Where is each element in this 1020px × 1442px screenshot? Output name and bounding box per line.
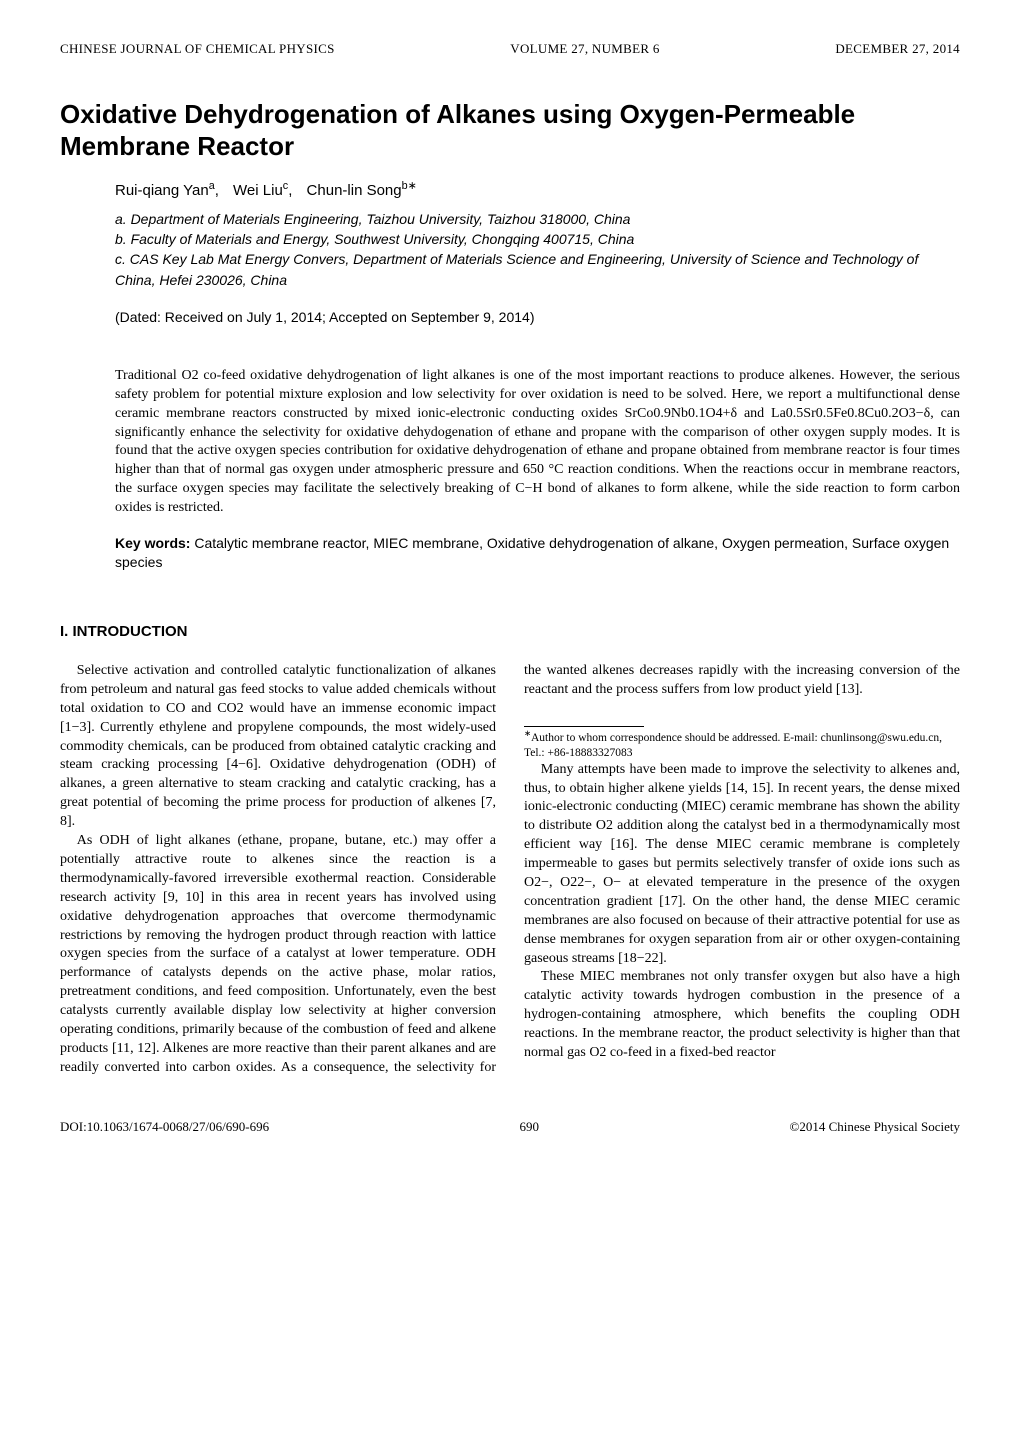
section-1-heading: I. INTRODUCTION xyxy=(60,622,960,642)
keywords-label: Key words: xyxy=(115,535,190,551)
page-footer: DOI:10.1063/1674-0068/27/06/690-696 690 … xyxy=(60,1118,960,1136)
abstract: Traditional O2 co-feed oxidative dehydro… xyxy=(115,367,960,518)
footnote-rule xyxy=(524,726,644,727)
intro-para-3: Many attempts have been made to improve … xyxy=(524,761,960,969)
author-2: Wei Liuc xyxy=(233,182,288,199)
author-list: Rui-qiang Yana, Wei Liuc, Chun-lin Songb… xyxy=(115,181,960,201)
corresponding-author-footnote: ∗Author to whom correspondence should be… xyxy=(524,731,960,761)
doi: DOI:10.1063/1674-0068/27/06/690-696 xyxy=(60,1118,269,1136)
intro-para-4: These MIEC membranes not only transfer o… xyxy=(524,968,960,1062)
article-title: Oxidative Dehydrogenation of Alkanes usi… xyxy=(60,98,960,163)
journal-name: CHINESE JOURNAL OF CHEMICAL PHYSICS xyxy=(60,40,335,58)
intro-para-1: Selective activation and controlled cata… xyxy=(60,662,496,832)
keywords: Key words: Catalytic membrane reactor, M… xyxy=(115,534,960,572)
page-number: 690 xyxy=(269,1118,789,1136)
keywords-text: Catalytic membrane reactor, MIEC membran… xyxy=(115,535,949,570)
author-3: Chun-lin Songb∗ xyxy=(307,182,417,199)
running-header: CHINESE JOURNAL OF CHEMICAL PHYSICS VOLU… xyxy=(60,40,960,58)
author-1: Rui-qiang Yana xyxy=(115,182,215,199)
body-columns: Selective activation and controlled cata… xyxy=(60,662,960,1078)
copyright: ©2014 Chinese Physical Society xyxy=(789,1118,960,1136)
received-accepted-dates: (Dated: Received on July 1, 2014; Accept… xyxy=(115,308,960,327)
affiliation-a: a. Department of Materials Engineering, … xyxy=(115,209,960,229)
volume-number: VOLUME 27, NUMBER 6 xyxy=(510,40,659,58)
issue-date: DECEMBER 27, 2014 xyxy=(835,40,960,58)
affiliation-b: b. Faculty of Materials and Energy, Sout… xyxy=(115,229,960,249)
affiliation-c: c. CAS Key Lab Mat Energy Convers, Depar… xyxy=(115,249,960,290)
